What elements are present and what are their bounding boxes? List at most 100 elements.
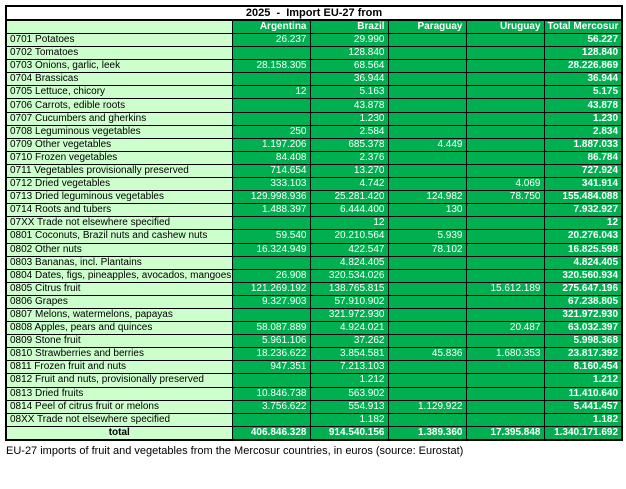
row-label: 0702 Tomatoes (5, 46, 233, 61)
value-cell: 8.160.454 (543, 360, 623, 375)
value-cell: 130 (387, 203, 467, 218)
value-cell (387, 307, 467, 323)
value-cell: 714.654 (231, 163, 311, 179)
value-cell: 26.908 (231, 268, 311, 283)
value-cell: 138.765.815 (309, 281, 389, 296)
row-label: 0802 Other nuts (5, 242, 233, 257)
value-cell (465, 242, 545, 257)
value-cell (387, 216, 467, 231)
table-row: 0713 Dried leguminous vegetables 129.998.… (5, 190, 623, 205)
table-row: 0808 Apples, pears and quinces 58.087.889… (5, 321, 623, 336)
value-cell: 63.032.397 (543, 321, 623, 336)
row-label: 0705 Lettuce, chicory (5, 85, 233, 100)
value-cell: 4.069 (465, 177, 545, 192)
value-cell: 36.944 (543, 72, 623, 87)
value-cell: 129.998.936 (231, 190, 311, 205)
value-cell: 5.998.368 (543, 334, 623, 349)
value-cell: 4.742 (309, 177, 389, 192)
value-cell (387, 268, 467, 283)
value-cell: 1.129.922 (387, 399, 467, 414)
value-cell (465, 360, 545, 375)
total-value-paraguay: 1.389.360 (387, 425, 467, 441)
value-cell: 1.182 (309, 412, 389, 427)
row-label: 0706 Carrots, edible roots (5, 98, 233, 113)
value-cell: 2.584 (309, 124, 389, 139)
value-cell: 36.944 (309, 72, 389, 87)
value-cell: 23.817.392 (543, 347, 623, 362)
table-row: 0708 Leguminous vegetables 250 2.584 2.834 (5, 124, 623, 139)
value-cell (387, 85, 467, 100)
col-header-total-mercosur: Total Mercosur (543, 19, 623, 34)
row-label: 0807 Melons, watermelons, papayas (5, 307, 233, 323)
value-cell (231, 255, 311, 270)
value-cell: 121.269.192 (231, 281, 311, 296)
value-cell (387, 72, 467, 87)
value-cell: 78.750 (465, 190, 545, 205)
value-cell (465, 111, 545, 126)
value-cell: 15.612.189 (465, 281, 545, 296)
table-row: 0810 Strawberries and berries 18.236.622 3… (5, 347, 623, 362)
value-cell (465, 150, 545, 165)
import-table: 2025 - Import EU-27 from Argentina Brazi… (5, 5, 624, 441)
value-cell (465, 98, 545, 113)
value-cell: 554.913 (309, 399, 389, 414)
table-caption: EU-27 imports of fruit and vegetables fr… (6, 444, 464, 457)
row-label: 0709 Other vegetables (5, 137, 233, 152)
row-label: 0710 Frozen vegetables (5, 150, 233, 165)
table-row: 0712 Dried vegetables 333.103 4.742 4.069 34… (5, 177, 623, 192)
value-cell: 7.932.927 (543, 203, 623, 218)
row-label: 0812 Fruit and nuts, provisionally prese… (5, 373, 233, 388)
value-cell (387, 124, 467, 139)
corner-cell (5, 19, 233, 34)
row-label: 0704 Brassicas (5, 72, 233, 87)
value-cell: 1.212 (543, 373, 623, 388)
table-row: 0710 Frozen vegetables 84.408 2.376 86.784 (5, 150, 623, 165)
table-row: 0709 Other vegetables 1.197.206 685.378 4.4… (5, 137, 623, 152)
value-cell: 320.534.026 (309, 268, 389, 283)
value-cell: 4.824.405 (543, 255, 623, 270)
value-cell: 56.227 (543, 32, 623, 48)
table-row: 0703 Onions, garlic, leek 28.158.305 68.56… (5, 59, 623, 74)
value-cell (387, 360, 467, 375)
value-cell (387, 412, 467, 427)
row-label: 0701 Potatoes (5, 32, 233, 48)
value-cell (465, 373, 545, 388)
col-header-brazil: Brazil (309, 19, 389, 34)
row-label: 0804 Dates, figs, pineapples, avocados, … (5, 268, 233, 283)
value-cell: 20.276.043 (543, 229, 623, 244)
value-cell (465, 216, 545, 231)
table-row: 07XX Trade not elsewhere specified 12 12 (5, 216, 623, 231)
table-row: 0705 Lettuce, chicory 12 5.163 5.175 (5, 85, 623, 100)
value-cell (465, 255, 545, 270)
row-label: 0814 Peel of citrus fruit or melons (5, 399, 233, 414)
table-row: 0803 Bananas, incl. Plantains 4.824.405 4.… (5, 255, 623, 270)
value-cell: 12 (309, 216, 389, 231)
value-cell: 155.484.088 (543, 190, 623, 205)
value-cell: 1.197.206 (231, 137, 311, 152)
value-cell (231, 216, 311, 231)
row-label: 0711 Vegetables provisionally preserved (5, 163, 233, 179)
value-cell: 3.854.581 (309, 347, 389, 362)
value-cell (387, 281, 467, 296)
total-value-argentina: 406.846.328 (231, 425, 311, 441)
value-cell: 37.262 (309, 334, 389, 349)
value-cell (465, 124, 545, 139)
value-cell (387, 150, 467, 165)
value-cell: 4.824.405 (309, 255, 389, 270)
value-cell: 43.878 (543, 98, 623, 113)
table-row: 0812 Fruit and nuts, provisionally prese… (5, 373, 623, 388)
total-value-mercosur: 1.340.171.692 (543, 425, 623, 441)
row-label: 08XX Trade not elsewhere specified (5, 412, 233, 427)
value-cell: 68.564 (309, 59, 389, 74)
table-row: 0701 Potatoes 26.237 29.990 56.227 (5, 32, 623, 48)
value-cell: 13.270 (309, 163, 389, 179)
value-cell (465, 203, 545, 218)
table-row: 0711 Vegetables provisionally preserved 7… (5, 163, 623, 179)
row-label: 0803 Bananas, incl. Plantains (5, 255, 233, 270)
value-cell (465, 386, 545, 401)
table-row: 0802 Other nuts 16.324.949 422.547 78.102 16… (5, 242, 623, 257)
table-row: 0807 Melons, watermelons, papayas 321.972… (5, 307, 623, 323)
value-cell (465, 334, 545, 349)
value-cell: 9.327.903 (231, 294, 311, 309)
row-label: 0809 Stone fruit (5, 334, 233, 349)
